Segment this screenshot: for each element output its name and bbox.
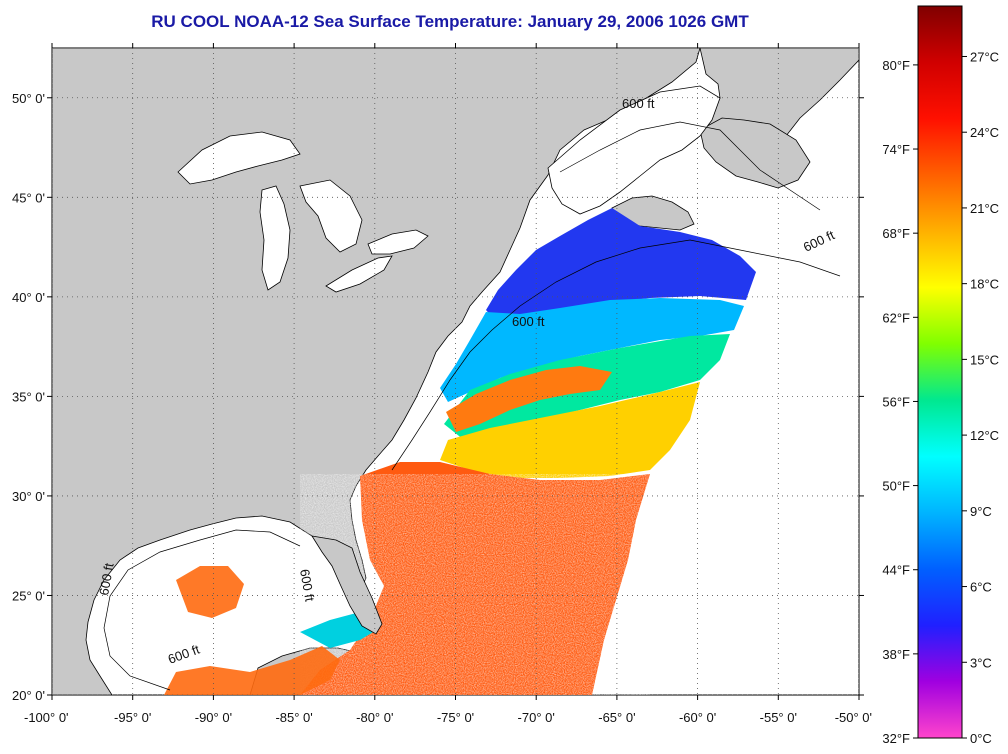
sst-swath [164, 208, 756, 695]
colorbar-ticks [913, 55, 967, 739]
colorbar-celsius-label: 15°C [970, 352, 999, 367]
axis-ticks [47, 43, 864, 700]
colorbar-celsius-label: 6°C [970, 580, 992, 595]
colorbar-celsius-labels: 27°C 24°C 21°C 18°C 15°C 12°C 9°C 6°C 3°C 0°C [970, 49, 999, 746]
map-layers [52, 48, 859, 695]
lon-label: -65° 0' [598, 710, 635, 725]
contour-label-gulf-west: 600 ft [96, 562, 116, 597]
lat-label: 40° 0' [12, 290, 45, 305]
lat-label: 25° 0' [12, 588, 45, 603]
contour-600ft-atlantic [391, 239, 841, 471]
lon-label: -95° 0' [114, 710, 151, 725]
contour-label-canada: 600 ft [622, 96, 655, 111]
colorbar-celsius-label: 9°C [970, 504, 992, 519]
colorbar-celsius-label: 24°C [970, 125, 999, 140]
lat-label: 35° 0' [12, 389, 45, 404]
land-florida [311, 535, 383, 635]
lake-superior [177, 131, 301, 185]
colorbar-fahrenheit-label: 32°F [882, 731, 910, 746]
lake-michigan [259, 185, 291, 291]
land-north-america [52, 48, 701, 695]
lake-ontario [367, 229, 429, 255]
colorbar-fahrenheit-labels: 80°F 74°F 68°F 62°F 56°F 50°F 44°F 38°F 32°F [882, 58, 910, 746]
gulf-of-st-lawrence [547, 85, 721, 215]
map-title: RU COOL NOAA-12 Sea Surface Temperature:… [151, 12, 749, 31]
colorbar-celsius-label: 3°C [970, 655, 992, 670]
sst-band-cold [486, 208, 756, 324]
latitude-labels: 50° 0' 45° 0' 40° 0' 35° 0' 30° 0' 25° 0' 20° … [12, 91, 45, 703]
sst-gulf-stream [446, 366, 612, 432]
colorbar-celsius-label: 21°C [970, 201, 999, 216]
sst-speckle-mask [300, 474, 650, 695]
lat-label: 50° 0' [12, 91, 45, 106]
land-newfoundland [699, 117, 811, 189]
lon-label: -60° 0' [679, 710, 716, 725]
colorbar-fahrenheit-label: 44°F [882, 563, 910, 578]
contour-label-gulf-east: 600 ft [297, 568, 317, 603]
colorbar [917, 5, 963, 739]
colorbar-fahrenheit-label: 74°F [882, 142, 910, 157]
lon-label: -100° 0' [24, 710, 69, 725]
colorbar-fahrenheit-label: 80°F [882, 58, 910, 73]
colorbar-fahrenheit-label: 56°F [882, 394, 910, 409]
contour-600ft-gulf [103, 529, 301, 691]
sst-band-warm [440, 382, 700, 478]
lat-label: 45° 0' [12, 190, 45, 205]
lon-label: -70° 0' [518, 710, 555, 725]
lon-label: -55° 0' [760, 710, 797, 725]
colorbar-celsius-label: 0°C [970, 731, 992, 746]
lat-label: 20° 0' [12, 688, 45, 703]
lake-huron [299, 179, 363, 253]
colorbar-fahrenheit-label: 50°F [882, 479, 910, 494]
contour-600ft-canada [559, 121, 821, 211]
lon-label: -80° 0' [356, 710, 393, 725]
colorbar-fahrenheit-label: 38°F [882, 647, 910, 662]
lon-label: -85° 0' [275, 710, 312, 725]
colorbar-fahrenheit-label: 68°F [882, 226, 910, 241]
contour-label-atlantic: 600 ft [512, 314, 545, 329]
sst-gulf-of-mexico [164, 566, 340, 695]
lon-label: -75° 0' [437, 710, 474, 725]
colorbar-celsius-label: 27°C [970, 49, 999, 64]
colorbar-celsius-label: 18°C [970, 277, 999, 292]
sst-band-cool [440, 298, 744, 402]
longitude-labels: -100° 0' -95° 0' -90° 0' -85° 0' -80° 0' -75°… [24, 710, 872, 725]
lat-label: 30° 0' [12, 489, 45, 504]
lon-label: -50° 0' [835, 710, 872, 725]
lon-label: -90° 0' [195, 710, 232, 725]
colorbar-fahrenheit-label: 62°F [882, 310, 910, 325]
colorbar-celsius-label: 12°C [970, 428, 999, 443]
lake-erie [325, 255, 393, 293]
